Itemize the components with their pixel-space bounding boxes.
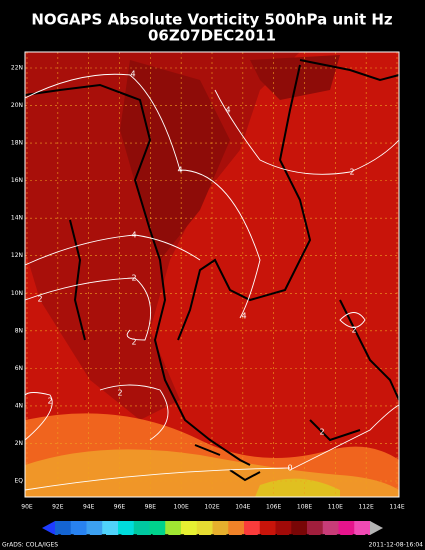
colorbar-box xyxy=(133,521,150,535)
colorbar-label: 8 xyxy=(336,534,342,544)
map: 4 4 4 2 4 2 2 2 4 2 2 2 2 0 xyxy=(24,51,400,498)
title: NOGAPS Absolute Vorticity 500hPa unit Hz xyxy=(31,11,393,29)
lon-label: 90E xyxy=(21,504,33,511)
colorbar-end xyxy=(42,521,55,535)
contour-label: 4 xyxy=(130,70,135,79)
contour-label: 0 xyxy=(287,464,292,473)
lon-label: 98E xyxy=(145,504,157,511)
colorbar-label: 3 xyxy=(257,534,263,544)
contour-label: 2 xyxy=(47,397,52,406)
lat-label: 16N xyxy=(11,177,23,184)
graticule xyxy=(25,52,399,497)
contour-label: 2 xyxy=(117,389,122,398)
colorbar-box xyxy=(165,521,182,535)
contour-label: 2 xyxy=(319,428,324,437)
colorbar-label: -8 xyxy=(82,534,91,544)
colorbar-label: -6 xyxy=(114,534,123,544)
lat-label: 6N xyxy=(15,365,23,372)
colorbar-box xyxy=(244,521,261,535)
colorbar-label: -2 xyxy=(177,534,186,544)
colorbar-box xyxy=(322,521,339,535)
lat-label: 10N xyxy=(11,290,23,297)
field-darker xyxy=(250,55,340,100)
lon-label: 106E xyxy=(266,504,281,511)
colorbar-box xyxy=(291,521,308,535)
colorbar-label: -7 xyxy=(98,534,107,544)
contour-label: 2 xyxy=(37,295,42,304)
lon-label: 114E xyxy=(389,504,404,511)
colorbar-box xyxy=(354,521,371,535)
lat-label: 12N xyxy=(11,252,23,259)
colorbar-label: -1 xyxy=(192,534,201,544)
lon-label: 112E xyxy=(359,504,374,511)
lat-label: 20N xyxy=(11,102,23,109)
contour-label: 2 xyxy=(349,168,354,177)
coastline xyxy=(24,59,400,482)
colorbar-box xyxy=(228,521,245,535)
colorbar-label: 4 xyxy=(273,534,279,544)
lat-label: 2N xyxy=(15,440,23,447)
lat-label: 4N xyxy=(15,402,23,409)
lat-label: 18N xyxy=(11,140,23,147)
contour-label: 2 xyxy=(131,338,136,347)
colorbar-box xyxy=(307,521,324,535)
lon-label: 94E xyxy=(83,504,95,511)
contour-label: 4 xyxy=(131,231,136,240)
map-frame xyxy=(24,51,400,498)
colorbar-box xyxy=(275,521,292,535)
subtitle: 06Z07DEC2011 xyxy=(148,27,276,45)
footer-left: GrADS: COLA/IGES xyxy=(2,542,58,549)
colorbar: -10 -9 -8 -7 -6 -5 -4 -3 -2 -1 0 1 2 3 4 5 6 7 8 9 10 xyxy=(42,521,383,544)
colorbar-label: 6 xyxy=(304,534,310,544)
field-yellow xyxy=(255,478,340,497)
colorbar-box xyxy=(118,521,135,535)
lon-label: 108E xyxy=(297,504,312,511)
colorbar-label: 9 xyxy=(351,534,357,544)
colorbar-box xyxy=(338,521,355,535)
colorbar-label: 0 xyxy=(210,534,216,544)
colorbar-label: -4 xyxy=(145,534,154,544)
lon-label: 96E xyxy=(114,504,126,511)
contour-label: 2 xyxy=(131,274,136,283)
contour-label: 4 xyxy=(241,312,246,321)
colorbar-label: 7 xyxy=(320,534,326,544)
colorbar-label: -3 xyxy=(161,534,170,544)
colorbar-label: 5 xyxy=(288,534,294,544)
colorbar-label: 1 xyxy=(225,534,231,544)
contour-label: 2 xyxy=(351,326,356,335)
lon-label: 92E xyxy=(52,504,64,511)
colorbar-box xyxy=(55,521,72,535)
lat-label: 8N xyxy=(15,327,23,334)
lon-label: 104E xyxy=(235,504,250,511)
colorbar-box xyxy=(259,521,276,535)
colorbar-label: -5 xyxy=(129,534,138,544)
colorbar-box xyxy=(86,521,103,535)
contour-label: 4 xyxy=(177,166,182,175)
field-darker xyxy=(120,60,230,260)
colorbar-label: -10 xyxy=(48,534,63,544)
colorbar-box xyxy=(196,521,213,535)
colorbar-label: -9 xyxy=(66,534,75,544)
colorbar-box xyxy=(181,521,198,535)
colorbar-box xyxy=(70,521,87,535)
footer-right: 2011-12-08-16:04 xyxy=(369,542,424,549)
colorbar-box xyxy=(102,521,119,535)
contours xyxy=(24,73,400,491)
lat-label: 14N xyxy=(11,215,23,222)
lon-label: 100E xyxy=(174,504,189,511)
colorbar-box xyxy=(212,521,229,535)
lon-label: 110E xyxy=(328,504,343,511)
lat-label: 22N xyxy=(11,65,23,72)
contour-label: 4 xyxy=(225,106,230,115)
colorbar-box xyxy=(149,521,166,535)
lon-label: 102E xyxy=(204,504,219,511)
lat-label: EQ xyxy=(14,478,23,485)
colorbar-end xyxy=(370,521,383,535)
colorbar-label: 10 xyxy=(364,534,376,544)
colorbar-label: 2 xyxy=(241,534,247,544)
